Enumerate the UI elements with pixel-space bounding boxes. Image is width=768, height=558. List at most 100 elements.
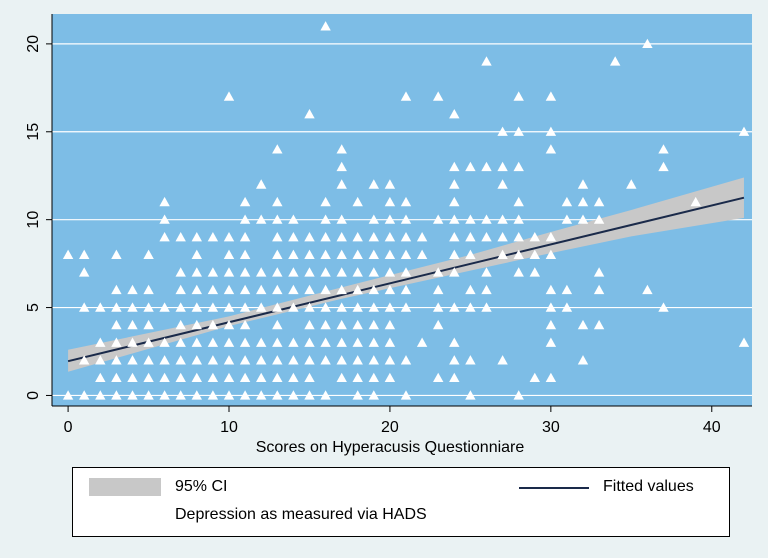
data-point	[95, 355, 106, 365]
data-point	[207, 284, 219, 295]
ci-legend-swatch	[89, 478, 161, 496]
data-point	[336, 372, 347, 382]
data-point	[449, 196, 460, 207]
data-point	[384, 249, 396, 259]
data-point	[191, 267, 202, 277]
data-point	[561, 196, 573, 207]
data-point	[433, 372, 444, 382]
data-point	[352, 355, 363, 365]
data-point	[175, 337, 186, 347]
data-point	[416, 249, 428, 259]
data-point	[320, 21, 331, 31]
data-point	[336, 144, 347, 154]
data-point	[384, 196, 396, 207]
data-point	[256, 179, 267, 189]
data-point	[239, 302, 251, 312]
data-point	[79, 390, 90, 400]
data-point	[111, 302, 122, 312]
data-point	[481, 232, 492, 242]
data-point	[223, 319, 235, 330]
data-point	[593, 196, 605, 207]
data-point	[272, 355, 283, 365]
legend: 95% CI Fitted values Depression as measu…	[72, 467, 730, 537]
data-point	[320, 337, 331, 347]
data-point	[62, 390, 74, 400]
data-point	[143, 249, 154, 259]
data-point	[384, 372, 396, 382]
data-point	[433, 214, 444, 224]
data-point	[545, 319, 557, 330]
data-point	[481, 284, 492, 295]
data-point	[159, 390, 170, 400]
data-point	[127, 319, 138, 330]
data-point	[191, 319, 202, 330]
data-point	[288, 232, 299, 242]
data-point	[433, 319, 444, 330]
data-point	[239, 232, 251, 242]
data-point	[465, 302, 476, 312]
data-point	[610, 56, 621, 66]
data-point	[384, 179, 396, 189]
data-point	[416, 232, 428, 242]
data-point	[288, 214, 299, 224]
data-point	[593, 214, 605, 224]
data-point	[449, 232, 460, 242]
data-point	[304, 267, 315, 277]
data-point	[272, 267, 283, 277]
data-point	[481, 56, 492, 66]
data-point	[416, 337, 428, 347]
data-point	[272, 196, 283, 207]
data-point	[449, 337, 460, 347]
data-point	[449, 267, 460, 277]
data-point	[529, 267, 540, 277]
data-point	[143, 390, 154, 400]
data-point	[545, 91, 557, 101]
data-point	[320, 214, 331, 224]
data-point	[143, 337, 154, 347]
data-point	[561, 302, 573, 312]
data-point	[352, 302, 363, 312]
data-point	[288, 284, 299, 295]
data-point	[191, 372, 202, 382]
data-point	[304, 337, 315, 347]
data-point	[400, 249, 412, 259]
data-point	[256, 267, 267, 277]
data-point	[481, 214, 492, 224]
data-point	[272, 232, 283, 242]
data-point	[336, 284, 347, 295]
data-point	[352, 232, 363, 242]
data-point	[143, 319, 154, 330]
data-point	[368, 390, 379, 400]
data-point	[175, 232, 186, 242]
scatter-points	[62, 21, 750, 400]
data-point	[143, 372, 154, 382]
data-point	[239, 337, 251, 347]
fit-legend-swatch	[519, 487, 589, 489]
data-point	[481, 267, 492, 277]
data-point	[368, 232, 379, 242]
data-point	[159, 214, 170, 224]
data-point	[159, 355, 170, 365]
data-point	[529, 372, 540, 382]
data-point	[320, 390, 331, 400]
data-point	[79, 355, 90, 365]
data-point	[304, 284, 315, 295]
data-point	[642, 284, 653, 295]
data-point	[545, 232, 557, 242]
data-point	[384, 302, 396, 312]
data-point	[304, 232, 315, 242]
data-point	[577, 355, 589, 365]
data-point	[272, 390, 283, 400]
data-point	[175, 267, 186, 277]
data-point	[223, 91, 235, 101]
data-point	[497, 232, 508, 242]
data-point	[127, 355, 138, 365]
data-point	[400, 390, 412, 400]
data-point	[111, 337, 122, 347]
data-point	[272, 337, 283, 347]
data-point	[368, 284, 379, 295]
data-point	[320, 267, 331, 277]
data-point	[449, 355, 460, 365]
fit-line-group	[67, 196, 745, 363]
data-point	[561, 284, 573, 295]
